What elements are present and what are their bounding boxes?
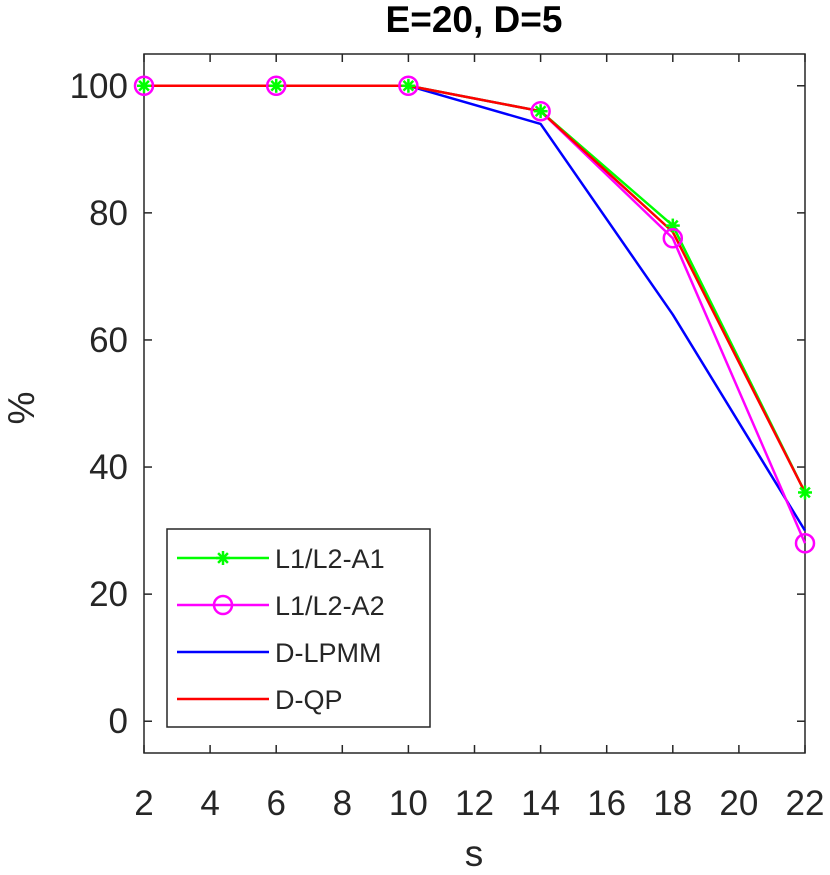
legend: L1/L2-A1 L1/L2-A2 D-LPMM D-QP xyxy=(166,528,431,728)
y-tick-label: 100 xyxy=(70,67,128,106)
series-d-qp xyxy=(144,84,807,494)
data-point-l1-l2-a1 xyxy=(269,78,284,93)
x-tick-label: 16 xyxy=(587,784,626,823)
legend-entry-l1-l2-a2: L1/L2-A2 xyxy=(177,591,385,621)
legend-entry-l1-l2-a1: L1/L2-A1 xyxy=(177,544,385,574)
x-tick-label: 6 xyxy=(266,784,285,823)
x-tick-label: 22 xyxy=(786,784,825,823)
asterisk-stroke xyxy=(270,79,282,92)
legend-label-l1-l2-a1: L1/L2-A1 xyxy=(275,544,385,574)
x-tick-label: 4 xyxy=(200,784,219,823)
series-layer xyxy=(133,75,816,554)
y-axis-label: % xyxy=(1,392,42,425)
y-tick-label: 0 xyxy=(109,702,128,741)
data-point-l1-l2-a2 xyxy=(265,75,287,97)
markers-l1-l2-a2 xyxy=(133,75,816,554)
legend-marker-l1-l2-a2 xyxy=(212,594,234,616)
x-tick-label: 18 xyxy=(653,784,692,823)
legend-box xyxy=(166,528,431,728)
y-tick-label: 40 xyxy=(89,448,128,487)
asterisk-stroke xyxy=(799,486,811,499)
data-point-l1-l2-a1 xyxy=(533,104,548,119)
data-point-l1-l2-a2 xyxy=(794,533,816,554)
data-point-l1-l2-a1 xyxy=(798,485,812,500)
data-point-l1-l2-a1 xyxy=(401,78,416,93)
y-tick-label: 60 xyxy=(89,321,128,360)
y-tick-label: 80 xyxy=(89,194,128,233)
data-point-l1-l2-a2 xyxy=(662,228,684,249)
data-point-l1-l2-a2 xyxy=(398,75,419,97)
series-line-d-qp xyxy=(144,84,807,494)
asterisk-stroke xyxy=(217,552,229,564)
legend-label-d-qp: D-QP xyxy=(275,685,343,715)
chart-title: E=20, D=5 xyxy=(386,0,563,40)
asterisk-stroke xyxy=(138,79,150,92)
y-tick-label: 20 xyxy=(89,575,128,614)
asterisk-stroke xyxy=(534,105,547,117)
legend-entry-d-qp: D-QP xyxy=(177,685,343,715)
legend-marker-l1-l2-a1 xyxy=(216,551,230,565)
x-axis-label: s xyxy=(465,833,484,874)
axis-ticks: 2 4 6 8 10 12 14 16 18 20 22 0 20 40 60 80 100 xyxy=(70,54,825,823)
legend-label-d-lpmm: D-LPMM xyxy=(275,638,382,668)
data-point-l1-l2-a1 xyxy=(137,78,151,93)
x-tick-label: 2 xyxy=(134,784,153,823)
x-tick-label: 20 xyxy=(719,784,758,823)
x-tick-label: 10 xyxy=(389,784,428,823)
data-point-l1-l2-a2 xyxy=(133,75,155,97)
x-tick-label: 8 xyxy=(333,784,352,823)
legend-label-l1-l2-a2: L1/L2-A2 xyxy=(275,591,385,621)
x-tick-label: 12 xyxy=(455,784,494,823)
data-point-l1-l2-a2 xyxy=(530,100,551,122)
legend-entry-d-lpmm: D-LPMM xyxy=(177,638,382,668)
x-tick-label: 14 xyxy=(521,784,560,823)
asterisk-stroke xyxy=(402,79,415,92)
